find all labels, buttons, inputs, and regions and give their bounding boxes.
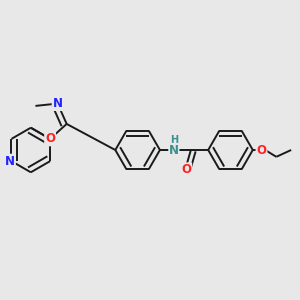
Text: N: N: [52, 97, 63, 110]
Text: O: O: [181, 163, 191, 176]
Text: H: H: [170, 135, 178, 146]
Text: N: N: [169, 143, 179, 157]
Text: N: N: [5, 154, 15, 168]
Text: O: O: [256, 143, 266, 157]
Text: O: O: [45, 132, 55, 146]
